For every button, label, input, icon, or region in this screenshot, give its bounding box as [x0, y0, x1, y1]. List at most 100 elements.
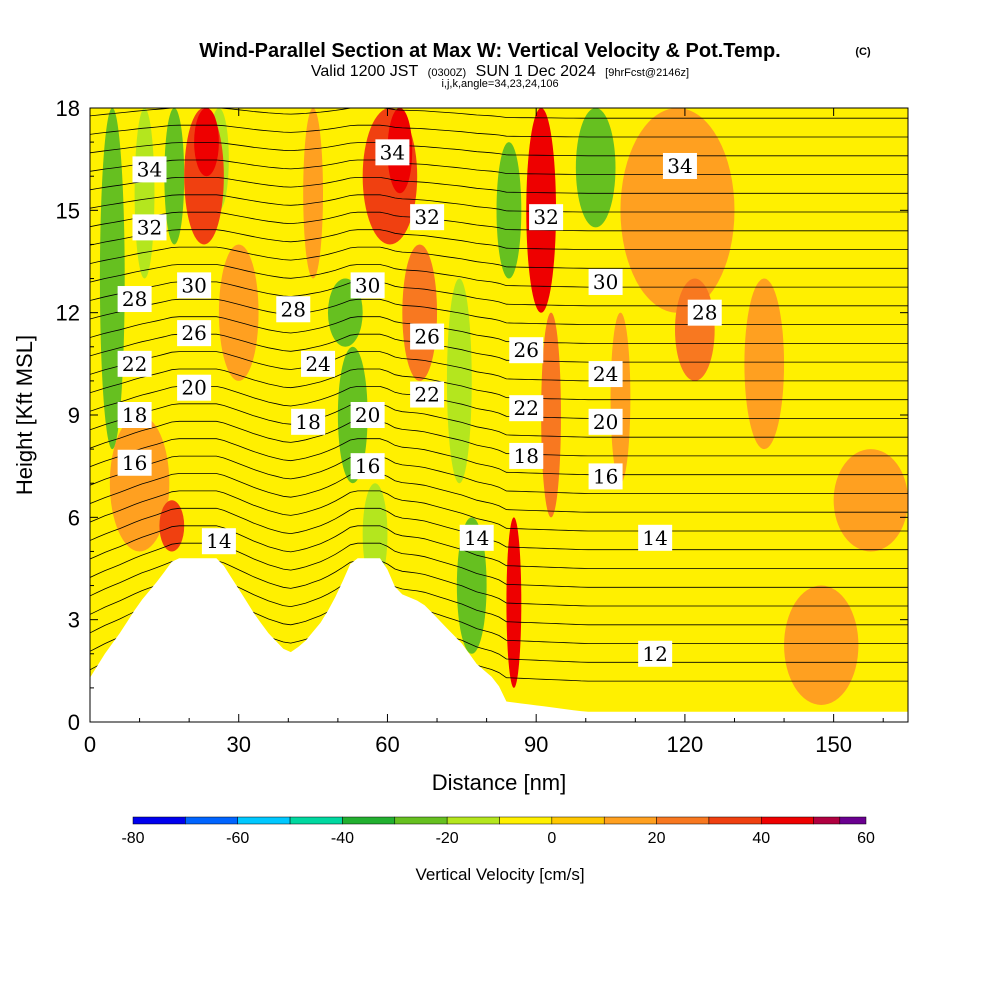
isentrope-line — [90, 159, 908, 175]
contour-label-text: 14 — [464, 526, 489, 550]
colorbar-segment — [551, 816, 605, 825]
forecast-info: [9hrFcst@2146z] — [605, 67, 689, 79]
contour-label-text: 30 — [355, 273, 380, 297]
contour-label-box — [687, 299, 722, 326]
contour-label-text: 18 — [122, 403, 147, 427]
contour-label-text: 16 — [355, 454, 380, 478]
contour-label-box — [117, 449, 152, 476]
velocity-cell — [744, 278, 785, 450]
contour-label-text: 18 — [295, 410, 320, 434]
contour-label-text: 20 — [593, 410, 618, 434]
contour-label: 16 — [588, 463, 623, 490]
colorbar-segment — [708, 816, 762, 825]
contour-label: 18 — [509, 442, 544, 469]
velocity-cell — [109, 415, 170, 552]
contour-label: 32 — [529, 204, 564, 231]
contour-label: 34 — [375, 139, 410, 166]
contour-label-text: 14 — [642, 526, 667, 550]
contour-label: 32 — [410, 204, 445, 231]
contour-label-box — [509, 395, 544, 422]
contour-label-box — [291, 408, 326, 435]
y-tick-label: 6 — [68, 505, 80, 530]
isentrope-line — [90, 386, 908, 419]
contour-label-box — [301, 350, 336, 377]
velocity-cell — [784, 585, 859, 705]
contour-label-box — [588, 408, 623, 435]
contour-label: 28 — [687, 299, 722, 326]
colorbar-tick-label: 0 — [547, 830, 556, 847]
velocity-cell — [506, 517, 522, 688]
contour-label: 26 — [177, 320, 212, 347]
contour-label: 14 — [459, 524, 494, 551]
colorbar-tick-label: -20 — [436, 830, 459, 847]
contour-label-text: 24 — [593, 362, 618, 386]
isentrope-line — [90, 124, 908, 138]
y-tick-label: 12 — [56, 301, 80, 326]
contour-label: 22 — [410, 381, 445, 408]
colorbar-tick-label: 60 — [857, 830, 875, 847]
colorbar-segment — [499, 816, 553, 825]
contour-label: 24 — [588, 361, 623, 388]
grid-info: i,j,k,angle=34,23,24,106 — [441, 78, 558, 90]
colorbar-tick-label: -40 — [331, 830, 354, 847]
velocity-cell — [496, 142, 522, 279]
contour-label-box — [638, 640, 673, 667]
colorbar-segment — [185, 816, 238, 825]
contour-label: 28 — [276, 296, 311, 323]
x-tick-label: 30 — [226, 732, 250, 757]
colorbar-segment — [289, 816, 343, 825]
contour-label-box — [638, 524, 673, 551]
plot-area: 34 32 28 22 18 16 30 26 20 14 28 24 18 34 30 20 16 32 26 22… — [89, 107, 909, 723]
colorbar-segment — [394, 816, 448, 825]
y-tick-label: 3 — [68, 608, 80, 633]
y-axis-label: Height [Kft MSL] — [12, 335, 37, 495]
contour-label: 22 — [117, 350, 152, 377]
contour-label-box — [350, 272, 385, 299]
isentrope-line — [90, 420, 908, 457]
contour-label-box — [201, 528, 236, 555]
velocity-cell — [575, 108, 616, 228]
y-tick-label: 0 — [68, 710, 80, 735]
isentrope-line — [90, 438, 908, 476]
isentrope-line — [90, 229, 908, 250]
colorbar-tick-label: -60 — [226, 830, 249, 847]
contour-label-text: 34 — [667, 154, 692, 178]
contour-label-text: 28 — [692, 301, 717, 325]
contour-label: 30 — [588, 268, 623, 295]
contour-label: 18 — [117, 402, 152, 428]
contour-label-text: 18 — [514, 444, 539, 468]
contour-label-text: 30 — [593, 270, 618, 294]
isentrope-line — [90, 351, 908, 382]
velocity-cell — [674, 278, 715, 381]
isentrope-line — [90, 177, 908, 194]
colorbar-segment — [656, 816, 710, 825]
contour-label-box — [117, 402, 152, 428]
contour-label-box — [132, 214, 167, 241]
contour-label: 20 — [177, 374, 212, 401]
valid-date: SUN 1 Dec 2024 — [476, 63, 596, 80]
y-tick-label: 9 — [68, 403, 80, 428]
contour-label-text: 14 — [206, 529, 231, 553]
velocity-cell — [610, 312, 631, 484]
valid-utc: (0300Z) — [428, 67, 467, 79]
contour-label-box — [350, 402, 385, 428]
isentrope-line — [90, 560, 908, 607]
contour-label-box — [410, 323, 445, 350]
contour-label-box — [509, 442, 544, 469]
velocity-cell — [164, 108, 185, 245]
contour-label-box — [459, 524, 494, 551]
contour-label-text: 34 — [137, 157, 162, 181]
colorbar-label: Vertical Velocity [cm/s] — [415, 865, 584, 884]
contour-label-text: 24 — [305, 352, 330, 376]
x-axis-label: Distance [nm] — [432, 770, 567, 795]
contour-label: 32 — [132, 214, 167, 241]
contour-label-box — [375, 139, 410, 166]
isentrope-line — [90, 473, 908, 513]
contour-label-box — [177, 374, 212, 401]
contour-label-text: 26 — [514, 338, 539, 362]
contour-label-text: 26 — [414, 325, 439, 349]
velocity-cell — [620, 108, 735, 313]
velocity-cell — [218, 244, 259, 381]
contour-label: 18 — [291, 408, 326, 435]
contour-label: 22 — [509, 395, 544, 422]
